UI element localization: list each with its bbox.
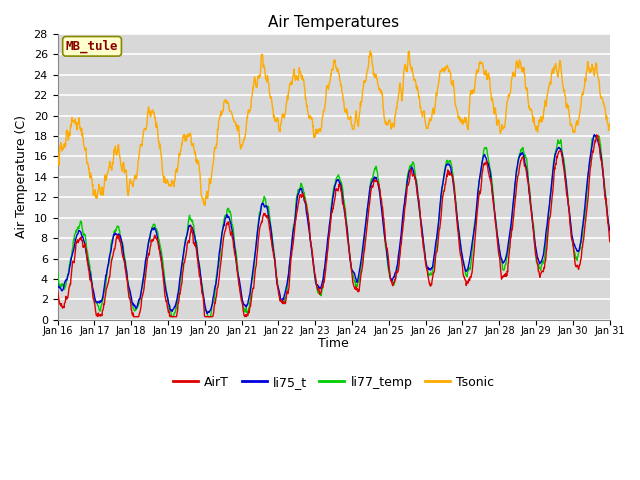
Legend: AirT, li75_t, li77_temp, Tsonic: AirT, li75_t, li77_temp, Tsonic: [168, 371, 499, 394]
X-axis label: Time: Time: [318, 337, 349, 350]
Text: MB_tule: MB_tule: [66, 40, 118, 53]
Title: Air Temperatures: Air Temperatures: [268, 15, 399, 30]
Y-axis label: Air Temperature (C): Air Temperature (C): [15, 115, 28, 239]
